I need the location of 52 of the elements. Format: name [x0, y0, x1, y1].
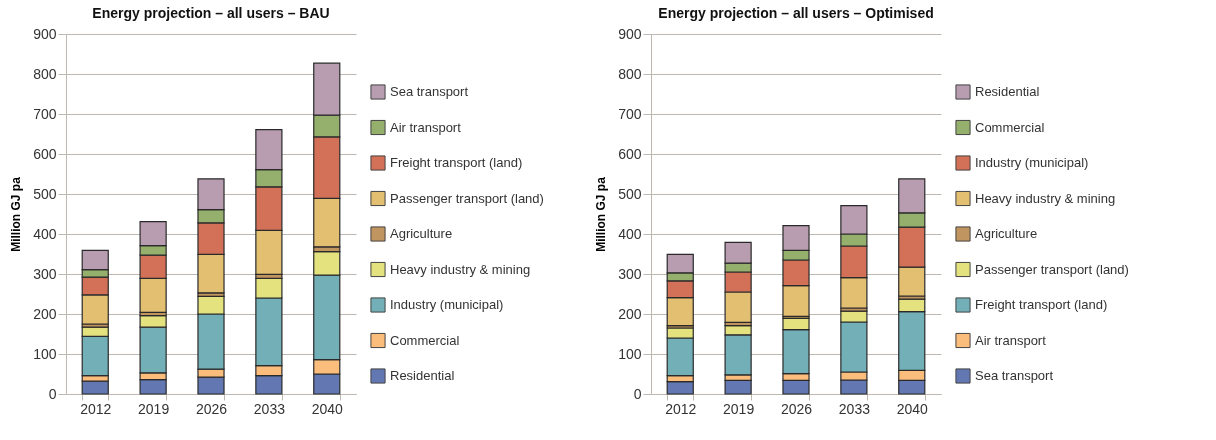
y-tick-label: 300	[618, 265, 642, 282]
x-tick-label: 2033	[838, 400, 871, 417]
x-tick-label: 2040	[896, 400, 929, 417]
x-tick-label: 2019	[138, 400, 170, 417]
x-tick-label: 2026	[195, 400, 228, 417]
y-tick-label: 800	[618, 65, 642, 82]
y-tick-label: 0	[633, 385, 642, 402]
x-tick-label: 2012	[80, 400, 112, 417]
legend-label: Agriculture	[975, 226, 1038, 241]
y-tick-label: 500	[33, 185, 57, 202]
y-tick-label: 0	[48, 385, 57, 402]
legend-label: Heavy industry & mining	[390, 261, 531, 277]
y-tick-label: 900	[618, 25, 642, 42]
legend-label: Freight transport (land)	[975, 297, 1108, 312]
legend-label: Passenger transport (land)	[975, 261, 1129, 277]
legend-label: Sea transport	[975, 368, 1054, 383]
y-tick-label: 100	[33, 345, 57, 362]
y-tick-label: 800	[33, 65, 57, 82]
y-tick-label: 400	[618, 225, 642, 242]
legend-label: Commercial	[390, 332, 460, 348]
x-tick-label: 2012	[665, 400, 697, 417]
legend-label: Commercial	[975, 119, 1045, 135]
x-tick-label: 2019	[723, 400, 755, 417]
legend-label: Passenger transport (land)	[390, 190, 544, 206]
x-tick-label: 2040	[311, 400, 344, 417]
y-tick-label: 500	[618, 185, 642, 202]
legend-label: Air transport	[975, 332, 1047, 348]
legend-label: Industry (municipal)	[390, 297, 504, 312]
chart-title: Energy projection – all users – BAU	[92, 5, 330, 21]
legend-label: Industry (municipal)	[975, 155, 1089, 170]
y-tick-label: 600	[33, 145, 57, 162]
y-axis-title: Million GJ pa	[594, 176, 609, 252]
y-tick-label: 700	[33, 105, 57, 122]
legend-label: Residential	[975, 84, 1040, 99]
y-tick-label: 200	[618, 305, 642, 322]
legend-label: Air transport	[390, 119, 462, 135]
legend-label: Sea transport	[390, 84, 469, 99]
x-tick-label: 2026	[780, 400, 813, 417]
chart-title: Energy projection – all users – Optimised	[658, 5, 934, 21]
y-tick-label: 300	[33, 265, 57, 282]
y-tick-label: 900	[33, 25, 57, 42]
y-axis-title: Million GJ pa	[9, 176, 24, 252]
y-tick-label: 200	[33, 305, 57, 322]
x-tick-label: 2033	[253, 400, 286, 417]
y-tick-label: 100	[618, 345, 642, 362]
legend-label: Residential	[390, 368, 455, 383]
y-tick-label: 700	[618, 105, 642, 122]
y-tick-label: 400	[33, 225, 57, 242]
legend-label: Heavy industry & mining	[975, 190, 1116, 206]
y-tick-label: 600	[618, 145, 642, 162]
legend-label: Freight transport (land)	[390, 155, 523, 170]
legend-label: Agriculture	[390, 226, 453, 241]
